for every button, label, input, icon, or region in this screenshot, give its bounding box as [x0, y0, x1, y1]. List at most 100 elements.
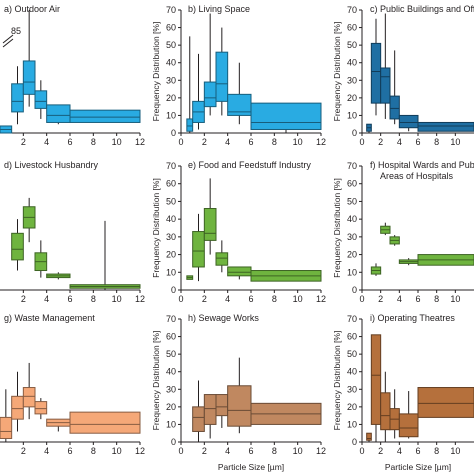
iqr-box	[192, 406, 205, 432]
panel-title-h: h) Sewage Works	[188, 313, 259, 323]
box-e-2	[203, 178, 217, 255]
y-tick-label: 10	[347, 110, 357, 120]
y-tick-label: 10	[166, 267, 176, 277]
x-tick-label: 0	[178, 137, 183, 147]
iqr-box	[215, 51, 229, 102]
y-tick-label: 40	[166, 214, 176, 224]
iqr-box	[203, 81, 217, 108]
y-tick-label: 50	[347, 349, 357, 359]
panel-title-a: a) Outdoor Air	[4, 4, 60, 14]
y-tick-label: 0	[171, 128, 176, 138]
x-tick-label: 12	[316, 137, 326, 147]
y-tick-label: 20	[347, 93, 357, 103]
x-tick-label: 12	[135, 294, 145, 304]
box-c-4	[398, 114, 419, 132]
box-h-2	[215, 394, 229, 428]
y-tick-label: 70	[347, 161, 357, 171]
box-a-3	[34, 80, 48, 119]
y-tick-label: 0	[352, 128, 357, 138]
x-tick-label: 6	[67, 137, 72, 147]
y-tick-label: 50	[347, 196, 357, 206]
iqr-box	[22, 60, 36, 95]
x-tick-label: 8	[434, 294, 439, 304]
iqr-box	[398, 114, 419, 129]
x-tick-label: 8	[434, 137, 439, 147]
x-tick-label: 0	[359, 446, 364, 456]
box-f-0	[370, 263, 382, 276]
x-tick-label: 4	[397, 137, 402, 147]
box-f-2	[389, 235, 400, 246]
x-tick-label: 8	[272, 137, 277, 147]
y-tick-label: 50	[166, 196, 176, 206]
x-tick-label: 10	[112, 294, 122, 304]
iqr-box	[11, 83, 24, 113]
iqr-box	[0, 416, 13, 439]
panel-title-g: g) Waste Management	[4, 313, 95, 323]
x-tick-label: 10	[293, 137, 303, 147]
panel-c: 0 10 20 30 40 50 60 70 0 2 4 6 8 10 Frequency Distribu…	[332, 5, 474, 147]
iqr-box	[227, 385, 252, 427]
x-tick-label: 6	[67, 446, 72, 456]
y-axis-title: Frequency Distribution [%]	[151, 22, 161, 122]
box-g-1	[11, 371, 24, 432]
box-h-3	[227, 357, 252, 434]
panel-title-b: b) Living Space	[188, 4, 250, 14]
box-a-4	[46, 104, 71, 125]
y-tick-label: 10	[347, 267, 357, 277]
x-tick-label: 8	[434, 446, 439, 456]
panel-title-f: f) Hospital Wards and Public Areas of Hos…	[370, 160, 474, 181]
box-d-4	[69, 220, 141, 290]
box-i-2	[380, 371, 391, 442]
y-tick-label: 10	[166, 110, 176, 120]
panel-a: 2 4 6 8 10 12 85	[0, 10, 145, 147]
iqr-box	[11, 395, 24, 420]
panel-f: 0 10 20 30 40 50 60 70 0 2 4 6 8 10 Frequency Distribu…	[332, 161, 474, 304]
x-tick-label: 2	[378, 137, 383, 147]
box-c-0	[366, 123, 372, 133]
iqr-box	[46, 104, 71, 123]
box-i-0	[366, 432, 372, 442]
y-tick-label: 60	[347, 23, 357, 33]
box-e-0	[186, 275, 194, 280]
iqr-box	[370, 42, 382, 104]
iqr-box	[366, 432, 372, 441]
y-tick-label: 70	[347, 314, 357, 324]
y-tick-label: 40	[347, 214, 357, 224]
axis-break-mark	[2, 38, 14, 48]
y-axis-title: Frequency Distribution [%]	[332, 331, 342, 431]
y-tick-label: 40	[347, 367, 357, 377]
panel-title-e: e) Food and Feedstuff Industry	[188, 160, 311, 170]
y-tick-label: 60	[166, 23, 176, 33]
y-tick-label: 30	[166, 75, 176, 85]
y-axis-title: Frequency Distribution [%]	[332, 178, 342, 278]
x-tick-label: 8	[91, 137, 96, 147]
y-tick-label: 70	[166, 161, 176, 171]
y-tick-label: 70	[347, 5, 357, 15]
iqr-box	[203, 394, 217, 425]
x-tick-label: 12	[135, 137, 145, 147]
iqr-box	[380, 67, 391, 104]
x-tick-label: 4	[44, 446, 49, 456]
box-c-2	[380, 13, 391, 119]
box-g-4	[46, 418, 71, 432]
box-a-1	[11, 66, 24, 125]
x-tick-label: 0	[178, 294, 183, 304]
y-tick-label: 50	[166, 40, 176, 50]
x-tick-label: 10	[450, 446, 460, 456]
box-f-3	[398, 258, 419, 266]
box-h-0	[192, 380, 205, 442]
iqr-box	[250, 102, 322, 130]
y-tick-label: 0	[352, 285, 357, 295]
y-tick-label: 30	[166, 232, 176, 242]
iqr-box	[370, 334, 382, 425]
box-c-5	[417, 121, 474, 132]
box-g-3	[34, 398, 48, 420]
y-tick-label: 70	[166, 314, 176, 324]
box-d-0	[11, 219, 24, 271]
axis-break-mark	[2, 34, 14, 44]
iqr-box	[11, 232, 24, 261]
iqr-box	[215, 394, 229, 417]
x-tick-label: 4	[225, 137, 230, 147]
y-tick-label: 0	[171, 285, 176, 295]
